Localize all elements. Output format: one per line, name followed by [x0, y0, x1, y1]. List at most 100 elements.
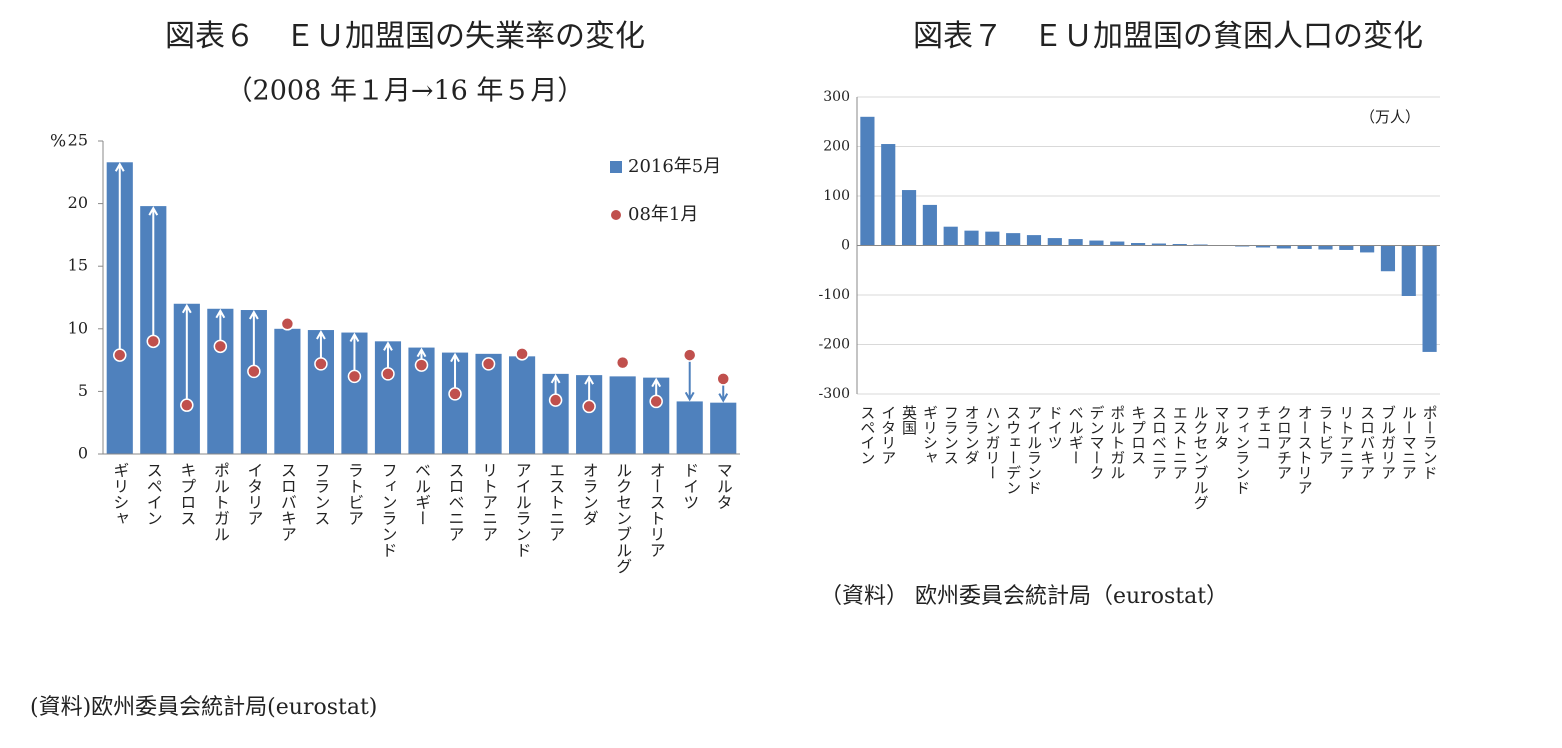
y-tick-label: 200	[823, 139, 850, 155]
dot	[448, 387, 462, 401]
x-tick-label: ルクセンブルグ	[1192, 405, 1210, 510]
bar	[1339, 245, 1354, 250]
dot	[582, 399, 596, 414]
y-tick-label: 5	[78, 381, 88, 400]
x-tick-label: マルタ	[714, 462, 733, 510]
x-tick-label: ドイツ	[680, 462, 699, 510]
bar	[274, 328, 301, 454]
bar	[676, 401, 703, 454]
x-tick-label: ラトビア	[1316, 405, 1334, 465]
dot	[716, 372, 730, 386]
y-tick-label: 10	[68, 318, 88, 337]
x-tick-label: ブルガリア	[1379, 405, 1397, 480]
x-tick-label: ベルギー	[412, 462, 431, 526]
dot	[146, 334, 161, 349]
y-tick-label: -200	[819, 337, 850, 353]
x-tick-label: リトアニア	[1337, 405, 1355, 480]
dot	[548, 393, 563, 407]
bar	[1047, 238, 1062, 246]
bar	[860, 116, 875, 246]
bar	[1089, 240, 1104, 246]
dot	[113, 348, 127, 362]
x-tick-label: フランス	[311, 462, 330, 526]
dot	[180, 398, 194, 412]
dot	[481, 357, 496, 371]
bar	[922, 204, 937, 246]
x-tick-label: デンマーク	[1087, 405, 1105, 480]
x-tick-label: ポルトガル	[211, 462, 230, 542]
y-tick-label: 300	[823, 89, 850, 105]
legend-label: 2016年5月	[628, 156, 721, 177]
y-tick-label: 25	[68, 131, 88, 150]
x-tick-label: スロベニア	[446, 462, 465, 542]
unit-label: （万人）	[1360, 108, 1420, 126]
x-tick-label: リトアニア	[479, 462, 498, 542]
y-tick-label: 100	[823, 188, 850, 204]
dot	[615, 355, 630, 370]
x-tick-label: アイルランド	[1025, 405, 1043, 495]
y-tick-label: 15	[68, 256, 88, 275]
x-tick-label: エストニア	[1171, 405, 1189, 480]
bar	[1151, 243, 1166, 246]
change-arrow	[684, 355, 695, 402]
source: （資料） 欧州委員会統計局（eurostat）	[820, 584, 1228, 609]
x-tick-label: ドイツ	[1046, 405, 1064, 450]
change-arrow	[248, 310, 259, 372]
x-tick-label: イタリア	[244, 462, 263, 526]
dot	[280, 317, 295, 331]
x-tick-label: ルクセンブルグ	[613, 462, 632, 574]
x-tick-label: スロベニア	[1150, 405, 1168, 480]
x-tick-label: フィンランド	[378, 462, 397, 558]
change-arrow	[114, 162, 125, 356]
dot	[381, 367, 395, 381]
x-tick-label: フィンランド	[1233, 405, 1251, 495]
x-tick-label: スロバキア	[1358, 405, 1376, 480]
bar	[1255, 245, 1271, 248]
legend-label: 08年1月	[628, 204, 698, 225]
x-tick-label: ラトビア	[345, 462, 364, 526]
dot	[515, 347, 529, 361]
x-tick-label: イタリア	[879, 405, 897, 465]
dot	[682, 348, 697, 362]
bar	[1276, 245, 1291, 249]
x-tick-label: クロアチア	[1275, 405, 1293, 480]
change-arrow	[181, 303, 192, 406]
x-tick-label: アイルランド	[513, 462, 532, 558]
change-arrow	[349, 332, 360, 377]
y-tick-label: 20	[68, 193, 88, 212]
dot	[347, 369, 362, 384]
bar	[1026, 235, 1042, 246]
bar	[964, 230, 979, 246]
chart-title: 図表７ ＥＵ加盟国の貧困人口の変化	[913, 19, 1423, 54]
bar	[710, 402, 737, 454]
x-tick-label: ベルギー	[1067, 405, 1085, 465]
x-tick-label: スペイン	[144, 462, 163, 526]
bar	[1110, 241, 1125, 246]
bar	[1006, 233, 1021, 246]
bar	[1068, 239, 1083, 246]
x-tick-label: ルーマニア	[1400, 405, 1418, 480]
bar	[1318, 245, 1333, 250]
dot	[649, 394, 663, 409]
bar	[609, 376, 636, 454]
x-tick-label: ハンガリー	[983, 405, 1001, 480]
source: (資料)欧州委員会統計局(eurostat)	[30, 695, 377, 720]
legend-swatch	[610, 161, 622, 173]
x-tick-label: 英国	[900, 404, 918, 435]
bar	[1380, 245, 1396, 272]
y-tick-label: 0	[78, 444, 88, 463]
y-tick-label: 0	[841, 238, 850, 254]
x-tick-label: オーストリア	[647, 462, 666, 558]
bar	[1172, 244, 1187, 246]
bar	[509, 356, 536, 454]
x-tick-label: ギリシャ	[921, 405, 939, 465]
x-tick-label: スペイン	[858, 405, 876, 465]
bar	[985, 231, 1000, 246]
legend-swatch	[611, 210, 621, 220]
bar	[881, 144, 896, 246]
bar	[1297, 245, 1312, 249]
x-tick-label: マルタ	[1212, 405, 1230, 450]
x-tick-label: オランダ	[580, 462, 599, 526]
x-tick-label: フランス	[942, 405, 960, 465]
